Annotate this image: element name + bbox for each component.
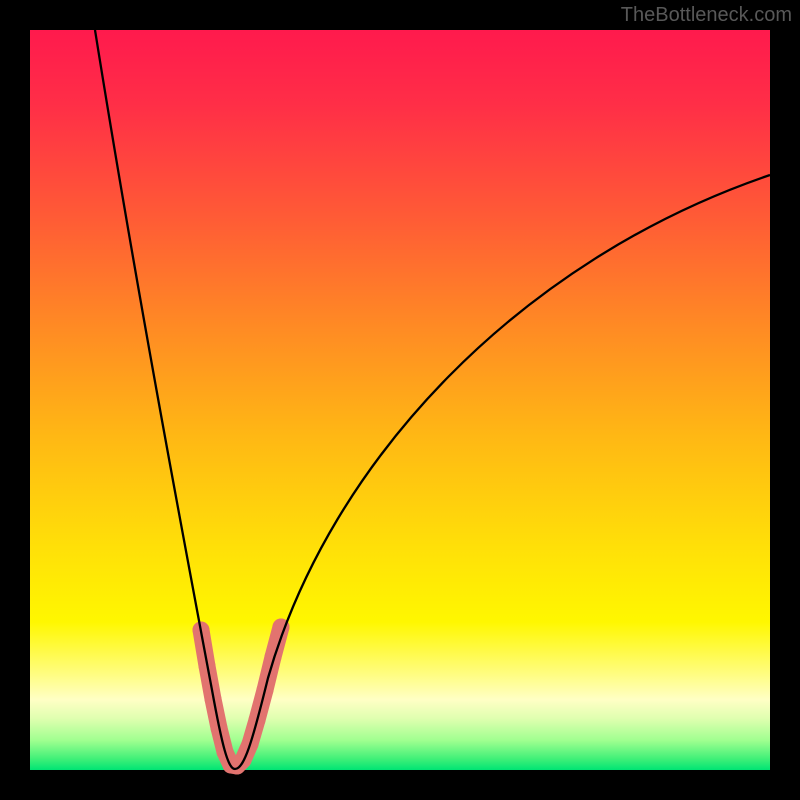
gradient-background [30, 30, 770, 770]
watermark-text: TheBottleneck.com [621, 4, 792, 27]
chart-svg [0, 0, 800, 800]
chart-container: TheBottleneck.com [0, 0, 800, 800]
